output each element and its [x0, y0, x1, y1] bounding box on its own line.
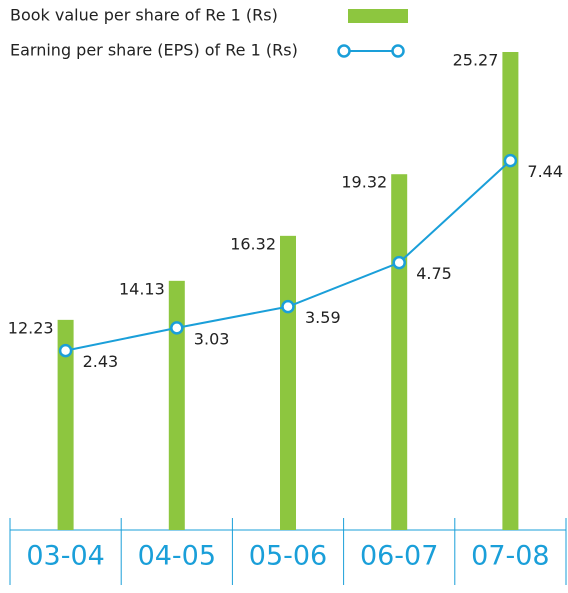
x-tick-label: 06-07 — [360, 541, 438, 572]
line-point — [281, 299, 295, 314]
bar — [280, 235, 296, 531]
bar-value-label: 16.32 — [230, 234, 276, 253]
bar — [502, 51, 519, 530]
bar-value-label: 25.27 — [453, 50, 499, 69]
line-point — [392, 255, 406, 270]
line-point — [503, 153, 518, 168]
legend-swatch — [337, 44, 351, 58]
x-tick-label: 04-05 — [138, 541, 216, 572]
x-tick-label: 07-08 — [471, 541, 549, 572]
legend-label: Book value per share of Re 1 (Rs) — [10, 6, 278, 25]
x-tick-label: 05-06 — [249, 541, 327, 572]
line-value-label: 4.75 — [416, 264, 452, 283]
bar — [168, 280, 185, 530]
bar-value-label: 12.23 — [8, 318, 54, 337]
line-point — [170, 321, 184, 335]
bar — [391, 174, 408, 531]
x-tick-label: 03-04 — [26, 541, 104, 572]
line-value-label: 3.59 — [305, 308, 341, 327]
line-value-label: 2.43 — [83, 352, 119, 371]
line-value-label: 3.03 — [194, 329, 230, 348]
line-point — [58, 343, 73, 358]
bar-value-label: 19.32 — [341, 173, 387, 192]
legend-swatch — [348, 9, 408, 23]
legend-swatch — [391, 44, 405, 58]
bar-value-label: 14.13 — [119, 279, 165, 298]
bar — [57, 319, 74, 530]
line-value-label: 7.44 — [527, 162, 563, 181]
legend-label: Earning per share (EPS) of Re 1 (Rs) — [10, 41, 298, 60]
